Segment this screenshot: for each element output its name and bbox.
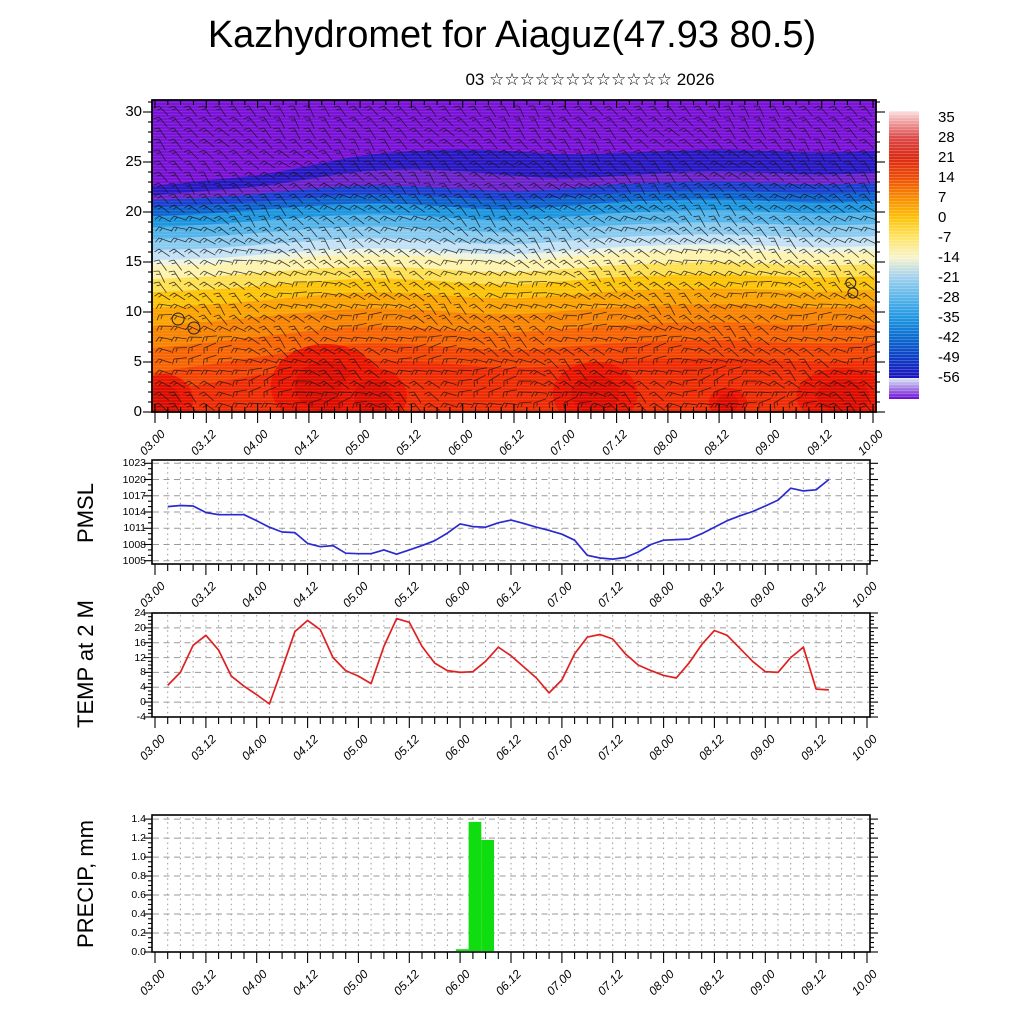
y-tick-label: 1023 [122, 457, 146, 470]
y-tick-label: 1017 [122, 489, 146, 502]
colorbar-tick-label: -56 [938, 369, 960, 387]
y-tick-label: 5 [133, 353, 142, 370]
pmsl-panel [144, 459, 878, 575]
precip-bar [481, 840, 494, 951]
colorbar-tick-label: 7 [938, 188, 947, 206]
y-tick-label: 0 [133, 403, 142, 420]
y-tick-label: 12 [134, 651, 146, 664]
y-tick-label: 30 [125, 103, 142, 120]
precip-panel [144, 814, 878, 963]
subtitle: 03 ☆☆☆☆☆☆☆☆☆☆☆☆ 2026 [465, 70, 715, 89]
precip-bar [455, 949, 469, 951]
temperature-field [152, 100, 876, 412]
y-tick-label: 1020 [122, 473, 146, 486]
y-tick-label: 1008 [122, 538, 146, 551]
y-tick-label: -4 [136, 711, 146, 723]
colorbar-tick-label: 21 [938, 148, 955, 166]
colorbar-tick-label: -14 [938, 248, 960, 266]
colorbar-tick-label: -28 [938, 288, 960, 306]
y-tick-label: 20 [134, 621, 146, 634]
y-tick-label: 24 [134, 607, 146, 619]
y-tick-label: 25 [125, 153, 142, 170]
calm-wind-circle [187, 321, 201, 335]
calm-wind-circle [847, 287, 859, 299]
colorbar-tick-label: -35 [938, 308, 960, 326]
y-tick-label: 1.0 [131, 851, 146, 864]
colorbar-tick-label: -42 [938, 329, 960, 347]
y-tick-label: 0.4 [131, 908, 146, 921]
wind-barbs [153, 105, 876, 412]
y-tick-label: 0.2 [131, 927, 146, 939]
colorbar-tick-label: 35 [938, 108, 955, 126]
y-tick-label: 0.6 [131, 889, 146, 902]
temp-panel [144, 612, 878, 728]
page-title: Kazhydromet for Aiaguz(47.93 80.5) [207, 14, 817, 56]
y-tick-label: 16 [134, 636, 146, 649]
y-tick-label: 1.4 [131, 813, 146, 826]
colorbar [889, 111, 919, 399]
precip-bar [468, 821, 482, 951]
colorbar-tick-label: -21 [938, 268, 960, 286]
calm-wind-circle [171, 312, 185, 326]
y-tick-label: 1.2 [131, 832, 146, 845]
y-tick-label: 1011 [123, 522, 146, 535]
y-tick-label: 4 [140, 681, 146, 694]
colorbar-tick-label: -49 [938, 349, 960, 367]
temp-line [167, 617, 829, 705]
y-tick-label: 20 [125, 203, 142, 220]
y-tick-label: 10 [125, 303, 142, 320]
pmsl-line [167, 478, 830, 560]
colorbar-tick-label: 14 [938, 168, 955, 186]
y-tick-label: 0.8 [131, 870, 146, 883]
y-tick-label: 15 [125, 253, 142, 270]
y-tick-label: 1014 [122, 506, 146, 518]
y-tick-label: 8 [140, 666, 146, 679]
colorbar-tick-label: -7 [938, 228, 952, 246]
y-tick-label: 0.0 [131, 946, 146, 958]
cross-section-panel [143, 99, 919, 423]
colorbar-tick-label: 28 [938, 128, 955, 146]
colorbar-tick-label: 0 [938, 208, 947, 226]
y-tick-label: 0 [140, 696, 146, 709]
y-tick-label: 1005 [122, 554, 146, 567]
cross-ticks [143, 100, 885, 423]
